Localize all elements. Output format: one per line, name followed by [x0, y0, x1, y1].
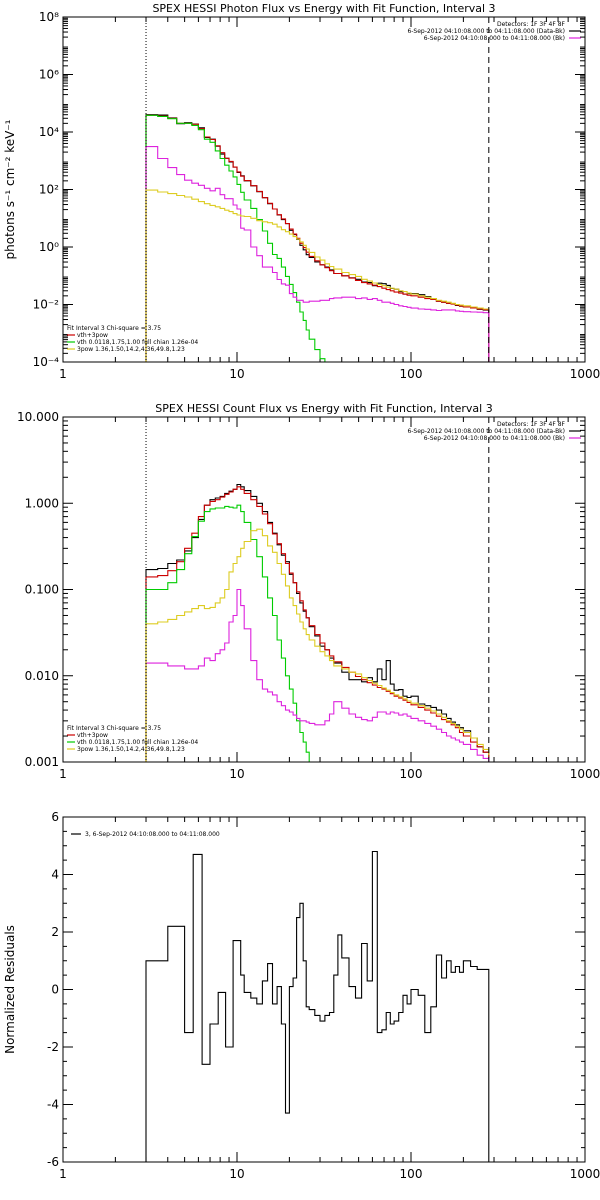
legend-line: Fit Interval 3 Chi-square = 3.75 — [67, 325, 161, 332]
series-3-6-sep-2012-04-10-08-000-to-04-11-08-000 — [145, 850, 490, 1162]
chart-title: SPEX HESSI Count Flux vs Energy with Fit… — [155, 402, 492, 415]
y-tick-label: -2 — [47, 1040, 59, 1054]
series-3pow-1-36-1-50-14-2-4-36-49-8-1-23 — [145, 146, 490, 362]
y-tick-label: 10⁻⁴ — [33, 355, 60, 369]
y-tick-label: 10⁻² — [33, 298, 60, 312]
x-tick-label: 100 — [400, 767, 423, 781]
y-tick-label: 10.000 — [17, 410, 59, 424]
y-tick-label: 2 — [51, 925, 59, 939]
x-tick-label: 100 — [400, 1167, 423, 1181]
y-tick-label: -6 — [47, 1155, 59, 1169]
plot-frame — [62, 16, 586, 363]
y-tick-label: 0.100 — [25, 583, 59, 597]
y-tick-label: 0 — [51, 983, 59, 997]
y-tick-label: 10⁰ — [39, 240, 59, 254]
y-tick-label: 10⁴ — [39, 125, 59, 139]
y-tick-label: 10² — [39, 183, 59, 197]
header-line: Detectors: 1F 3F 4F 8F — [497, 21, 566, 28]
x-tick-label: 1000 — [570, 767, 600, 781]
chart-title: SPEX HESSI Photon Flux vs Energy with Fi… — [152, 2, 495, 15]
x-tick-label: 1 — [59, 367, 67, 381]
series-vth-3pow — [145, 486, 490, 762]
x-tick-label: 10 — [229, 367, 244, 381]
x-tick-label: 100 — [400, 367, 423, 381]
x-tick-label: 1000 — [570, 1167, 600, 1181]
series-vth-3pow — [145, 114, 490, 362]
x-tick-label: 1 — [59, 1167, 67, 1181]
header-line: 6-Sep-2012 04:10:08.000 to 04:11:08.000 … — [407, 428, 565, 435]
header-line: 6-Sep-2012 04:10:08.000 to 04:11:08.000 … — [424, 35, 565, 42]
y-tick-label: 10⁸ — [39, 10, 59, 24]
count-flux-panel: SPEX HESSI Count Flux vs Energy with Fit… — [17, 402, 600, 781]
legend-line: 3pow 1.36,1.50,14.2,4.36,49.8,1.23 — [77, 746, 185, 753]
x-tick-label: 1000 — [570, 367, 600, 381]
series-vth-0-0118-1-75-1-00-full-chian-1-26e-04 — [145, 114, 334, 362]
x-tick-label: 10 — [229, 1167, 244, 1181]
legend-line: vth+3pow — [77, 332, 108, 339]
legend-line: 3pow 1.36,1.50,14.2,4.36,49.8,1.23 — [77, 346, 185, 353]
photon-flux-panel: SPEX HESSI Photon Flux vs Energy with Fi… — [3, 2, 600, 381]
legend-line: vth+3pow — [77, 732, 108, 739]
y-tick-label: 10⁶ — [39, 68, 59, 82]
y-axis-label: photons s⁻¹ cm⁻² keV⁻¹ — [3, 119, 17, 259]
series-vth-0-0118-1-75-1-00-full-chian-1-26e-04 — [145, 504, 310, 762]
header-line: 6-Sep-2012 04:10:08.000 to 04:11:08.000 … — [424, 435, 565, 442]
y-tick-label: 0.001 — [25, 755, 59, 769]
legend-line: vth 0.0118,1.75,1.00 full chian 1.26e-04 — [77, 739, 198, 746]
plot-frame — [62, 816, 586, 1163]
y-tick-label: 6 — [51, 810, 59, 824]
y-tick-label: -4 — [47, 1098, 59, 1112]
y-tick-label: 1.000 — [25, 496, 59, 510]
series-6-sep-2012-04-10-08-000-to-04-11-08-000-data-bk — [145, 483, 490, 762]
header-line: 6-Sep-2012 04:10:08.000 to 04:11:08.000 … — [407, 28, 565, 35]
series-3pow — [145, 528, 490, 762]
series-3pow — [145, 189, 490, 362]
legend-line: vth 0.0118,1.75,1.00 full chian 1.26e-04 — [77, 339, 198, 346]
x-tick-label: 1 — [59, 767, 67, 781]
y-tick-label: 4 — [51, 868, 59, 882]
plot-frame — [62, 416, 586, 763]
x-tick-label: 10 — [229, 767, 244, 781]
residuals-panel: 1 10 100 1000 -6 -4 -2 0 2 4 6 Normalized Residuals… — [3, 810, 600, 1181]
header-line: Detectors: 1F 3F 4F 8F — [497, 421, 566, 428]
legend-line: 3, 6-Sep-2012 04:10:08.000 to 04:11:08.0… — [85, 831, 220, 838]
y-axis-label: Normalized Residuals — [3, 925, 17, 1054]
y-tick-label: 0.010 — [25, 669, 59, 683]
legend-line: Fit Interval 3 Chi-square = 3.75 — [67, 725, 161, 732]
series-3pow-1-36-1-50-14-2-4-36-49-8-1-23 — [145, 588, 490, 762]
